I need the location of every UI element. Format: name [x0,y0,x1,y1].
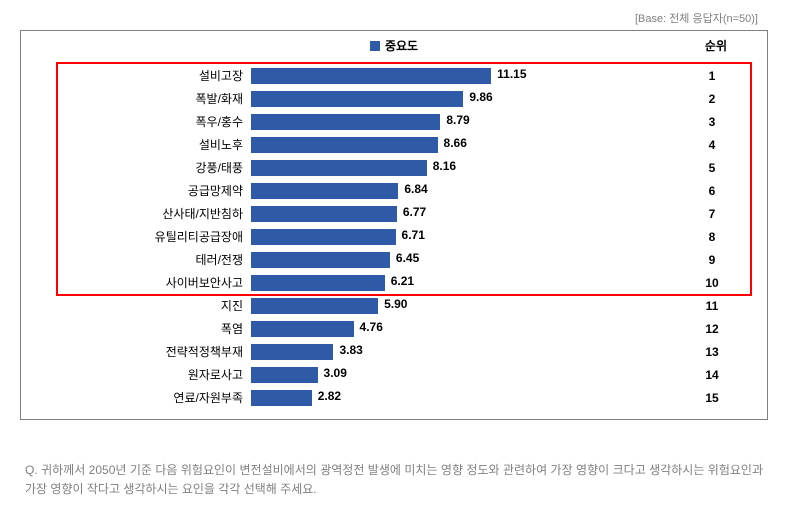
chart-row: 테러/전쟁 6.45 9 [21,248,767,271]
bar [251,206,397,222]
bar-area: 8.66 [251,137,601,153]
chart-row: 유틸리티공급장애 6.71 8 [21,225,767,248]
chart-row: 전략적정책부재 3.83 13 [21,340,767,363]
chart-row: 설비노후 8.66 4 [21,133,767,156]
bar [251,91,463,107]
row-label: 폭우/홍수 [21,113,251,130]
bar-area: 11.15 [251,68,601,84]
bar-value: 3.09 [324,366,347,380]
legend-marker [370,41,380,51]
bar-value: 8.16 [433,159,456,173]
chart-row: 설비고장 11.15 1 [21,64,767,87]
row-label: 설비고장 [21,67,251,84]
row-label: 사이버보안사고 [21,274,251,291]
bar-area: 2.82 [251,390,601,406]
bar-area: 5.90 [251,298,601,314]
bar [251,275,385,291]
bar [251,367,318,383]
bar [251,114,440,130]
row-rank: 6 [702,184,722,198]
rows-wrapper: 설비고장 11.15 1 폭발/화재 9.86 2 폭우/홍수 8.79 3 설비노후 8.66 4 강… [21,60,767,419]
bar-value: 6.71 [402,228,425,242]
legend-label: 중요도 [385,37,418,54]
row-rank: 9 [702,253,722,267]
row-rank: 7 [702,207,722,221]
bar [251,252,390,268]
bar-value: 4.76 [360,320,383,334]
row-rank: 3 [702,115,722,129]
bar-area: 4.76 [251,321,601,337]
bar-value: 6.84 [404,182,427,196]
chart-row: 산사태/지반침하 6.77 7 [21,202,767,225]
row-rank: 8 [702,230,722,244]
chart-row: 강풍/태풍 8.16 5 [21,156,767,179]
bar-area: 8.79 [251,114,601,130]
base-note: [Base: 전체 응답자(n=50)] [635,10,758,26]
row-rank: 4 [702,138,722,152]
chart-container: 중요도 순위 설비고장 11.15 1 폭발/화재 9.86 2 폭우/홍수 8.79 3 설비노… [20,30,768,420]
row-label: 폭발/화재 [21,90,251,107]
row-label: 원자로사고 [21,366,251,383]
chart-row: 사이버보안사고 6.21 10 [21,271,767,294]
chart-row: 원자로사고 3.09 14 [21,363,767,386]
row-rank: 14 [702,368,722,382]
bar-value: 9.86 [469,90,492,104]
chart-row: 폭염 4.76 12 [21,317,767,340]
row-label: 유틸리티공급장애 [21,228,251,245]
bar-area: 6.84 [251,183,601,199]
row-rank: 2 [702,92,722,106]
bar-value: 6.77 [403,205,426,219]
chart-row: 폭우/홍수 8.79 3 [21,110,767,133]
bar-value: 6.45 [396,251,419,265]
bar [251,321,354,337]
bar-area: 3.09 [251,367,601,383]
chart-row: 지진 5.90 11 [21,294,767,317]
row-rank: 15 [702,391,722,405]
bar [251,68,491,84]
row-label: 지진 [21,297,251,314]
row-rank: 5 [702,161,722,175]
rank-header: 순위 [705,37,727,54]
row-rank: 12 [702,322,722,336]
row-rank: 10 [702,276,722,290]
row-label: 테러/전쟁 [21,251,251,268]
bar-area: 6.77 [251,206,601,222]
row-label: 산사태/지반침하 [21,205,251,222]
bar-value: 8.66 [444,136,467,150]
question-text: Q. 귀하께서 2050년 기준 다음 위험요인이 변전설비에서의 광역정전 발… [25,461,763,499]
bar-area: 3.83 [251,344,601,360]
bar-value: 3.83 [339,343,362,357]
bar-area: 9.86 [251,91,601,107]
row-rank: 13 [702,345,722,359]
row-label: 강풍/태풍 [21,159,251,176]
bar-value: 2.82 [318,389,341,403]
bar [251,183,398,199]
row-label: 전략적정책부재 [21,343,251,360]
bar-value: 8.79 [446,113,469,127]
bar [251,229,396,245]
row-label: 설비노후 [21,136,251,153]
bar-area: 6.71 [251,229,601,245]
row-rank: 1 [702,69,722,83]
row-label: 공급망제약 [21,182,251,199]
bar [251,160,427,176]
bar-area: 8.16 [251,160,601,176]
bar-value: 6.21 [391,274,414,288]
bar [251,298,378,314]
bar [251,137,438,153]
row-label: 연료/자원부족 [21,389,251,406]
bar-area: 6.45 [251,252,601,268]
chart-row: 연료/자원부족 2.82 15 [21,386,767,409]
bar-area: 6.21 [251,275,601,291]
chart-row: 공급망제약 6.84 6 [21,179,767,202]
chart-row: 폭발/화재 9.86 2 [21,87,767,110]
row-label: 폭염 [21,320,251,337]
bar [251,390,312,406]
row-rank: 11 [702,299,722,313]
bar-value: 11.15 [497,67,526,81]
bar-value: 5.90 [384,297,407,311]
legend-row: 중요도 순위 [21,31,767,60]
bar [251,344,333,360]
